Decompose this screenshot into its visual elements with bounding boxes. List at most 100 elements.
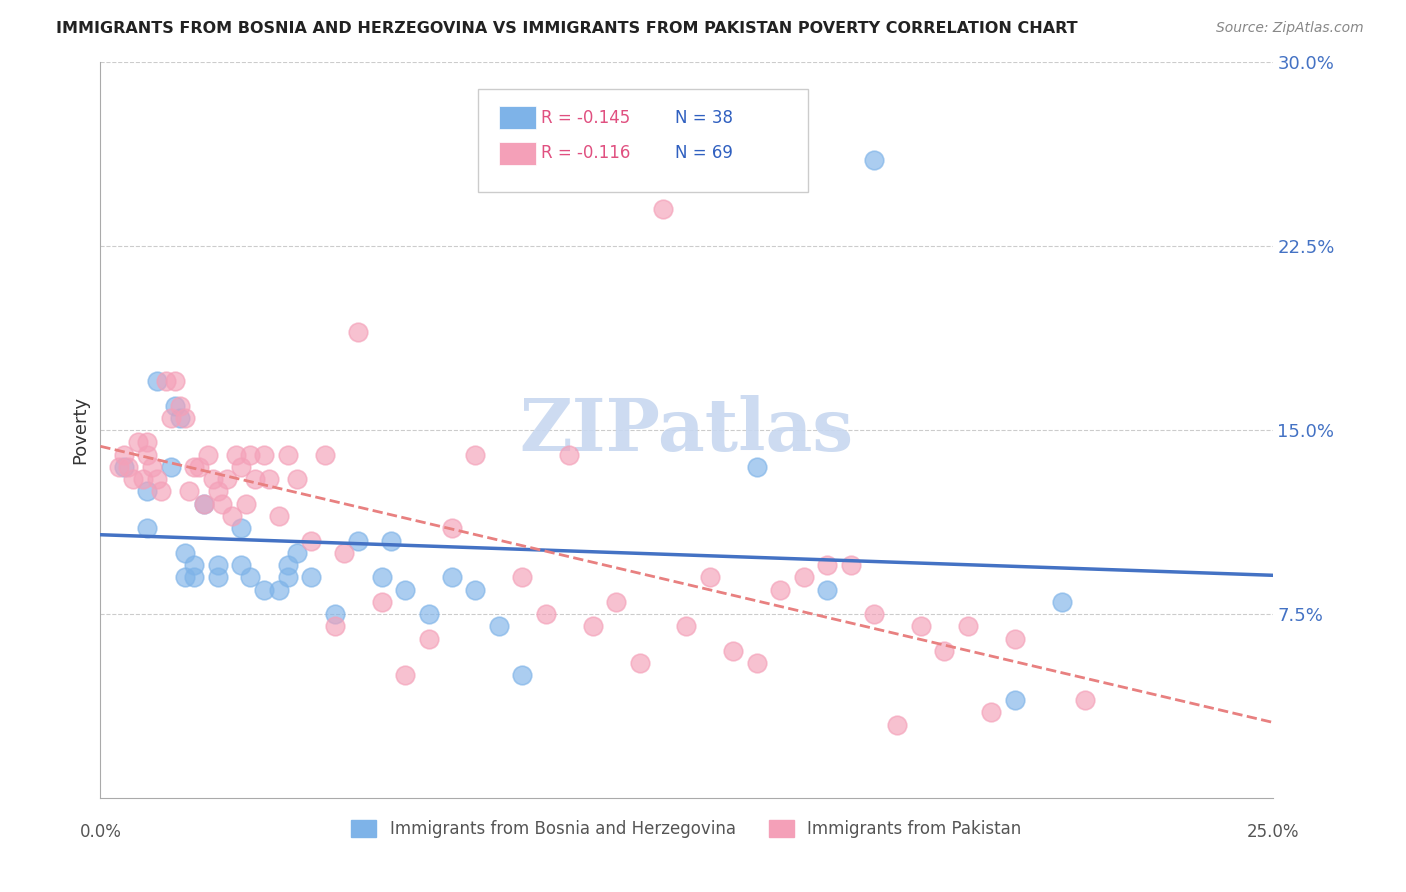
Point [211, 497, 233, 511]
Point [136, 448, 159, 462]
Point [169, 399, 191, 413]
Point [229, 558, 252, 572]
Point [145, 472, 167, 486]
Point [394, 668, 416, 682]
Point [464, 582, 486, 597]
Point [534, 607, 557, 621]
Point [215, 472, 238, 486]
Point [980, 706, 1002, 720]
Point [314, 448, 336, 462]
Point [229, 459, 252, 474]
Text: N = 38: N = 38 [675, 109, 733, 127]
Point [229, 521, 252, 535]
Point [675, 619, 697, 633]
Point [243, 472, 266, 486]
Point [512, 668, 534, 682]
Point [863, 607, 886, 621]
Y-axis label: Poverty: Poverty [72, 396, 89, 464]
Point [187, 459, 209, 474]
Point [141, 459, 163, 474]
Point [112, 459, 135, 474]
Point [440, 521, 463, 535]
Text: R = -0.145: R = -0.145 [541, 109, 630, 127]
Point [628, 657, 651, 671]
Point [131, 472, 153, 486]
Point [257, 472, 280, 486]
Point [1004, 693, 1026, 707]
Point [136, 521, 159, 535]
Point [1004, 632, 1026, 646]
Point [108, 459, 131, 474]
Point [418, 607, 440, 621]
Point [267, 582, 290, 597]
Point [136, 484, 159, 499]
Point [193, 497, 215, 511]
Point [197, 448, 219, 462]
Point [117, 459, 139, 474]
Point [370, 595, 392, 609]
Point [277, 558, 299, 572]
Point [793, 570, 815, 584]
Text: ZIPatlas: ZIPatlas [519, 394, 853, 466]
Point [347, 325, 370, 339]
Point [699, 570, 721, 584]
Point [127, 435, 149, 450]
Text: Source: ZipAtlas.com: Source: ZipAtlas.com [1216, 21, 1364, 35]
Point [333, 546, 356, 560]
Point [815, 558, 838, 572]
Point [159, 410, 181, 425]
Point [239, 448, 262, 462]
Point [221, 508, 243, 523]
Text: 25.0%: 25.0% [1246, 823, 1299, 841]
Point [723, 644, 745, 658]
Point [1050, 595, 1073, 609]
Point [464, 448, 486, 462]
Point [183, 570, 205, 584]
Point [886, 717, 908, 731]
Point [652, 202, 675, 217]
Point [394, 582, 416, 597]
Point [380, 533, 402, 548]
Point [277, 570, 299, 584]
Point [745, 459, 768, 474]
Point [165, 374, 187, 388]
Point [605, 595, 627, 609]
Point [112, 448, 135, 462]
Point [159, 459, 181, 474]
Text: N = 69: N = 69 [675, 145, 733, 162]
Point [934, 644, 956, 658]
Point [512, 570, 534, 584]
Point [169, 410, 191, 425]
Point [370, 570, 392, 584]
Point [347, 533, 370, 548]
Point [145, 374, 167, 388]
Point [745, 657, 768, 671]
Point [235, 497, 257, 511]
Point [165, 399, 187, 413]
Point [815, 582, 838, 597]
Point [277, 448, 299, 462]
Point [253, 582, 276, 597]
Point [155, 374, 177, 388]
Point [418, 632, 440, 646]
Point [173, 410, 195, 425]
Point [207, 558, 229, 572]
Point [910, 619, 932, 633]
Point [173, 546, 195, 560]
Point [183, 459, 205, 474]
Point [173, 570, 195, 584]
Point [193, 497, 215, 511]
Point [839, 558, 862, 572]
Point [150, 484, 173, 499]
Point [769, 582, 792, 597]
Point [582, 619, 605, 633]
Point [267, 508, 290, 523]
Text: 0.0%: 0.0% [79, 823, 121, 841]
Point [299, 570, 322, 584]
Text: IMMIGRANTS FROM BOSNIA AND HERZEGOVINA VS IMMIGRANTS FROM PAKISTAN POVERTY CORRE: IMMIGRANTS FROM BOSNIA AND HERZEGOVINA V… [56, 21, 1078, 36]
Text: R = -0.116: R = -0.116 [541, 145, 631, 162]
Point [225, 448, 247, 462]
Point [1074, 693, 1097, 707]
Point [207, 570, 229, 584]
Point [440, 570, 463, 584]
